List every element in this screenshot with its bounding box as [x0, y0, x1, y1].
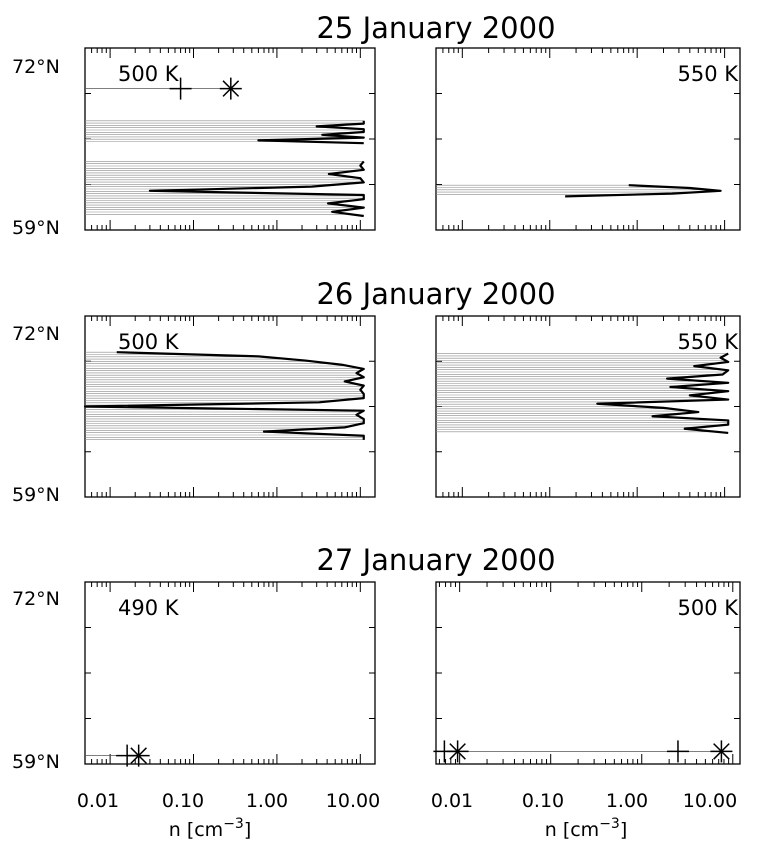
panel-label: 500 K: [677, 596, 739, 620]
ytick-bottom-row3: 59°N: [12, 751, 60, 773]
row-title-1: 25 January 2000: [316, 11, 555, 45]
xticks-right: 0.01 0.10 1.00 10.00: [431, 790, 737, 812]
row-title-3: 27 January 2000: [316, 543, 555, 577]
panel-label: 550 K: [677, 62, 739, 86]
xtick-label: 0.10: [522, 790, 564, 812]
ytick-bottom-row2: 59°N: [12, 484, 60, 506]
ytick-top-row3: 72°N: [12, 588, 60, 610]
panel-label: 490 K: [118, 596, 180, 620]
xtick-label: 0.01: [431, 790, 473, 812]
panel-1-1: 500 K: [84, 47, 376, 231]
x-axis-title-left: n [cm−3]: [169, 816, 252, 841]
asterisk-marker: [219, 77, 242, 100]
x-axis-title-right: n [cm−3]: [545, 816, 628, 841]
ytick-top-row2: 72°N: [12, 323, 60, 345]
panels-layer: 500 K 550 K 500 K 550 K 490 K 500 K: [83, 47, 741, 767]
asterisk-marker: [710, 740, 733, 763]
panel-1-2: 550 K: [435, 47, 741, 231]
panel-label: 550 K: [677, 330, 739, 354]
plus-marker: [666, 740, 689, 763]
xtick-label: 0.01: [77, 790, 119, 812]
panel-label: 500 K: [118, 62, 180, 86]
profile-line: [565, 184, 722, 198]
panel-2-1: 500 K: [83, 315, 376, 498]
profile-line: [596, 352, 730, 435]
asterisk-marker-stroke: [713, 743, 730, 760]
asterisk-marker-stroke: [449, 743, 466, 760]
xtick-label: 10.00: [326, 790, 380, 812]
asterisk-marker-stroke: [222, 80, 240, 97]
asterisk-marker: [127, 744, 150, 767]
panel-3-2: 500 K: [433, 581, 741, 765]
asterisk-marker-stroke: [130, 747, 147, 764]
asterisk-marker: [446, 740, 469, 763]
panel-label: 500 K: [118, 330, 180, 354]
panel-2-2: 550 K: [435, 315, 741, 498]
xtick-label: 1.00: [606, 790, 648, 812]
plus-marker: [169, 77, 192, 100]
xticks-left: 0.01 0.10 1.00 10.00: [77, 790, 380, 812]
xtick-label: 0.10: [162, 790, 204, 812]
ytick-bottom-row1: 59°N: [12, 217, 60, 239]
panel-3-1: 490 K: [84, 581, 376, 767]
ytick-top-row1: 72°N: [12, 56, 60, 78]
profile-line: [148, 160, 365, 218]
xtick-label: 1.00: [246, 790, 288, 812]
row-title-2: 26 January 2000: [316, 277, 555, 311]
xtick-label: 10.00: [683, 790, 737, 812]
profile-line: [83, 351, 365, 440]
profile-line: [257, 120, 365, 145]
